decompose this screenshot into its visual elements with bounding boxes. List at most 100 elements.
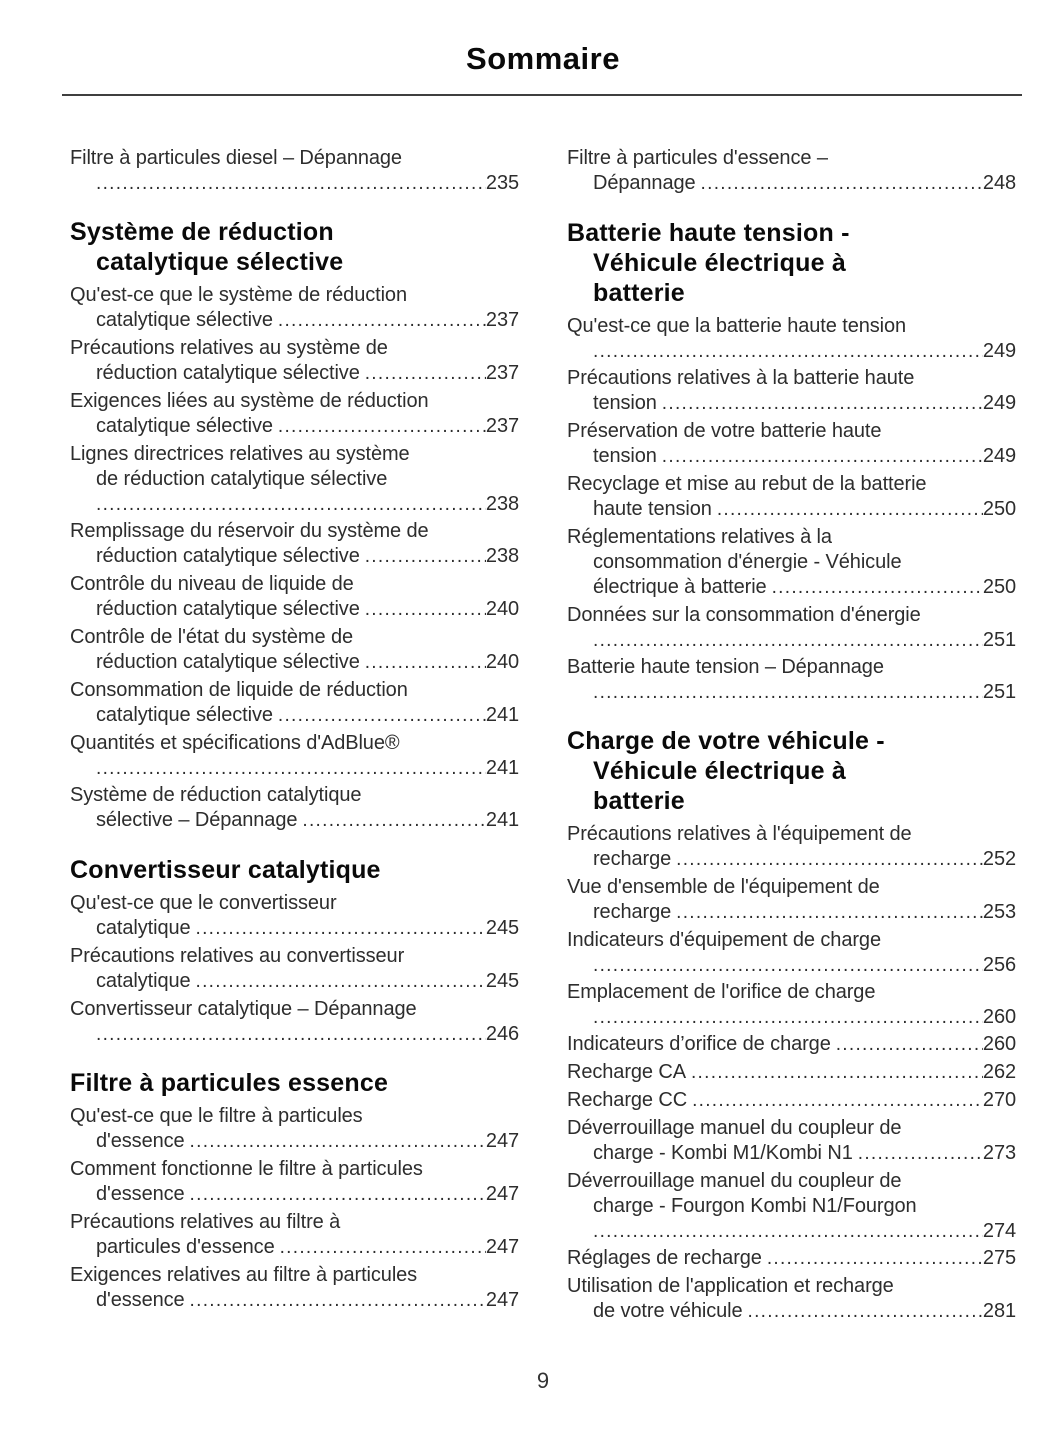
section-heading-line: batterie xyxy=(593,787,685,815)
toc-entry-text: Contrôle du niveau de liquide de xyxy=(70,573,354,595)
toc-entry-dot-line: ........................................… xyxy=(70,756,519,780)
toc-entry-last-line: réduction catalytique sélective.........… xyxy=(70,361,519,386)
toc-entry-text: Qu'est-ce que la batterie haute tension xyxy=(567,315,907,337)
dot-leader: ........................................… xyxy=(364,652,486,673)
page-ref: 245 xyxy=(485,970,519,992)
toc-entry-last-line: sélective – Dépannage...................… xyxy=(70,808,519,833)
toc-entry-text: catalytique sélective xyxy=(96,309,273,331)
dot-leader: ........................................… xyxy=(661,393,983,414)
toc-entry-last-line: de votre véhicule.......................… xyxy=(567,1299,1016,1324)
toc-entry-text: d'essence xyxy=(96,1289,185,1311)
toc-entry-last-line: Dépannage...............................… xyxy=(567,171,1016,196)
toc-entry-text: Emplacement de l'orifice de charge xyxy=(567,981,876,1003)
toc-entry-text: Indicateurs d’orifice de charge xyxy=(567,1033,831,1055)
toc-entry-last-line: Recharge CC.............................… xyxy=(567,1088,1016,1113)
page-ref: 281 xyxy=(982,1300,1016,1322)
dot-leader: ........................................… xyxy=(277,416,486,437)
toc-entry: Qu'est-ce que le convertisseur catalytiqu… xyxy=(70,891,519,941)
toc-entry-text: Réglages de recharge xyxy=(567,1247,762,1269)
page-ref: 235 xyxy=(485,172,519,194)
toc-entry-last-line: tension.................................… xyxy=(567,391,1016,416)
toc-entry-text: de réduction catalytique sélective xyxy=(96,468,388,490)
toc-entry-text: Exigences relatives au filtre à particul… xyxy=(70,1264,418,1286)
toc-entry-text: haute tension xyxy=(593,498,712,520)
dot-leader: ........................................… xyxy=(364,546,486,567)
toc-entry-last-line: catalytique sélective...................… xyxy=(70,703,519,728)
toc-entry-dot-line: ........................................… xyxy=(567,628,1016,652)
page-ref: 247 xyxy=(485,1130,519,1152)
toc-entry-text: charge - Fourgon Kombi N1/Fourgon xyxy=(593,1195,917,1217)
toc-entry: Recharge CC.............................… xyxy=(567,1088,1016,1113)
section-heading-line: batterie xyxy=(593,279,685,307)
dot-leader: ........................................… xyxy=(747,1301,983,1322)
toc-entry-text: Précautions relatives au filtre à xyxy=(70,1211,341,1233)
dot-leader: ........................................… xyxy=(189,1184,486,1205)
toc-entry-text: Données sur la consommation d'énergie xyxy=(567,604,921,626)
toc-entry-text: tension xyxy=(593,445,657,467)
page-ref: 273 xyxy=(982,1142,1016,1164)
toc-entry-text: consommation d'énergie - Véhicule xyxy=(593,551,902,573)
toc-entry: Réglementations relatives à la consommati… xyxy=(567,525,1016,600)
dot-leader: ........................................… xyxy=(593,630,983,651)
toc-entry: Données sur la consommation d'énergie...… xyxy=(567,603,1016,652)
toc-entry-text: Qu'est-ce que le convertisseur xyxy=(70,892,337,914)
toc-entry-text: catalytique sélective xyxy=(96,704,273,726)
toc-entry-text: Réglementations relatives à la xyxy=(567,526,832,548)
section-heading-line: Véhicule électrique à xyxy=(593,249,846,277)
toc-entry: Indicateurs d’orifice de charge.........… xyxy=(567,1032,1016,1057)
page-ref: 260 xyxy=(982,1006,1016,1028)
toc-entry: Convertisseur catalytique – Dépannage...… xyxy=(70,997,519,1046)
page-title: Sommaire xyxy=(466,41,620,76)
section-heading: Filtre à particules essence xyxy=(70,1068,519,1098)
toc-entry: Lignes directrices relatives au système d… xyxy=(70,442,519,516)
toc-entry: Quantités et spécifications d'AdBlue®...… xyxy=(70,731,519,780)
toc-columns: Filtre à particules diesel – Dépannage..… xyxy=(70,146,1055,1327)
dot-leader: ........................................… xyxy=(661,446,983,467)
page-ref: 250 xyxy=(982,498,1016,520)
toc-entry-last-line: électrique à batterie...................… xyxy=(567,575,1016,600)
toc-entry-text: Précautions relatives à l'équipement de xyxy=(567,823,912,845)
toc-entry-text: réduction catalytique sélective xyxy=(96,545,360,567)
toc-entry: Vue d'ensemble de l'équipement de recharg… xyxy=(567,875,1016,925)
toc-entry: Qu'est-ce que le système de réduction cat… xyxy=(70,283,519,333)
toc-entry: Recharge CA.............................… xyxy=(567,1060,1016,1085)
dot-leader: ........................................… xyxy=(676,902,983,923)
toc-entry-text: recharge xyxy=(593,901,672,923)
page-ref: 241 xyxy=(485,809,519,831)
page-ref: 249 xyxy=(982,340,1016,362)
toc-entry: Indicateurs d'équipement de charge......… xyxy=(567,928,1016,977)
dot-leader: ........................................… xyxy=(593,955,983,976)
toc-entry-last-line: catalytique sélective...................… xyxy=(70,308,519,333)
section-heading-line: Batterie haute tension - xyxy=(567,219,850,247)
section-heading-line: Véhicule électrique à xyxy=(593,757,846,785)
section-heading: Convertisseur catalytique xyxy=(70,855,519,885)
dot-leader: ........................................… xyxy=(364,599,486,620)
dot-leader: ........................................… xyxy=(189,1290,486,1311)
page-ref: 262 xyxy=(982,1061,1016,1083)
page-ref: 245 xyxy=(485,917,519,939)
toc-entry-dot-line: ........................................… xyxy=(567,1219,1016,1243)
toc-entry: Filtre à particules d'essence – Dépannage… xyxy=(567,146,1016,196)
toc-entry-text: sélective – Dépannage xyxy=(96,809,298,831)
toc-entry-text: Consommation de liquide de réduction xyxy=(70,679,408,701)
section-heading-line: Système de réduction xyxy=(70,218,334,246)
dot-leader: ........................................… xyxy=(593,341,983,362)
toc-entry-dot-line: ........................................… xyxy=(567,953,1016,977)
toc-entry-text: Vue d'ensemble de l'équipement de xyxy=(567,876,880,898)
toc-entry-dot-line: ........................................… xyxy=(567,680,1016,704)
toc-entry-text: Utilisation de l'application et recharge xyxy=(567,1275,894,1297)
toc-entry-text: catalytique xyxy=(96,970,191,992)
toc-entry-text: d'essence xyxy=(96,1183,185,1205)
toc-entry: Consommation de liquide de réduction cata… xyxy=(70,678,519,728)
toc-entry: Batterie haute tension – Dépannage......… xyxy=(567,655,1016,704)
toc-entry: Recyclage et mise au rebut de la batteri… xyxy=(567,472,1016,522)
toc-entry: Précautions relatives au filtre à particu… xyxy=(70,1210,519,1260)
toc-entry-last-line: réduction catalytique sélective.........… xyxy=(70,650,519,675)
toc-entry-text: Préservation de votre batterie haute xyxy=(567,420,882,442)
toc-entry-dot-line: ........................................… xyxy=(567,339,1016,363)
toc-entry: Comment fonctionne le filtre à particule… xyxy=(70,1157,519,1207)
dot-leader: ........................................… xyxy=(96,173,486,194)
toc-entry-text: Recyclage et mise au rebut de la batteri… xyxy=(567,473,927,495)
toc-entry-text: d'essence xyxy=(96,1130,185,1152)
dot-leader: ........................................… xyxy=(593,1007,983,1028)
